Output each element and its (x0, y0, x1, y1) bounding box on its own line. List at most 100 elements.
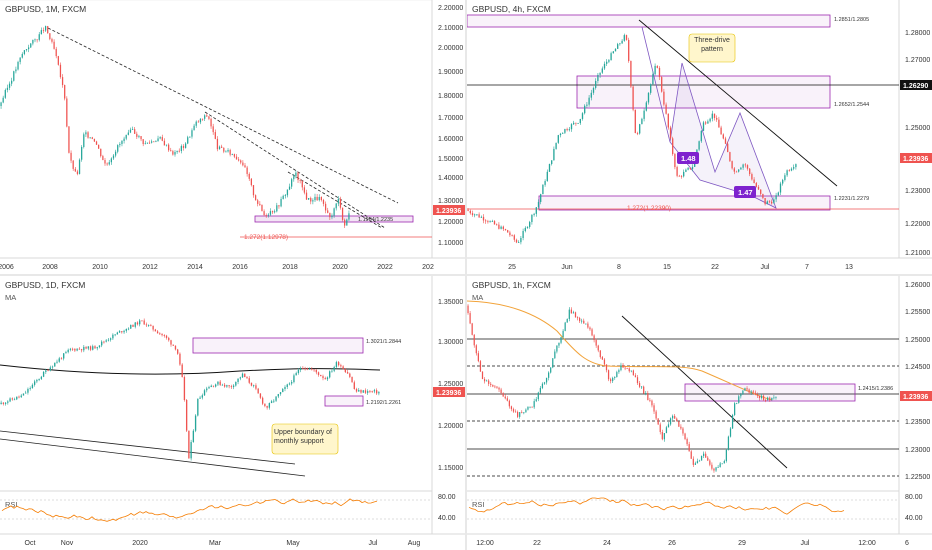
candle-body (773, 199, 775, 204)
candle-body (469, 313, 471, 324)
chart-panel-monthly[interactable]: GBPUSD, 1M, FXCM 1.1904/1.2235 1.272(1.1… (0, 0, 465, 274)
candle-body (60, 358, 63, 360)
chart-panel-4h[interactable]: GBPUSD, 4h, FXCM 1.2851/1.2805 1.2652/1.… (467, 0, 932, 274)
candle-body (140, 136, 142, 140)
candle-body (320, 374, 322, 377)
candle-body (588, 97, 590, 105)
candle-body (68, 126, 70, 153)
candle-body (599, 350, 601, 358)
candle-body (93, 138, 96, 142)
candle-body (284, 386, 286, 390)
candle-body (767, 397, 769, 401)
candle-body (286, 189, 289, 196)
candle-body (92, 346, 94, 350)
candle-body (64, 85, 66, 99)
candle-body (351, 376, 353, 383)
candle-body (279, 392, 282, 395)
chart-panel-daily[interactable]: GBPUSD, 1D, FXCM MA 1.3021/1.2844 1.2192… (0, 276, 465, 550)
x-tick-label: 22 (533, 540, 541, 547)
candle-body (238, 159, 240, 161)
candle-body (545, 377, 548, 383)
candle-body (107, 339, 110, 341)
candle-body (29, 388, 31, 389)
y-tick-label: 1.21000 (905, 250, 930, 257)
candle-body (548, 372, 550, 378)
candle-body (286, 384, 288, 387)
candle-body (19, 57, 21, 62)
price-axis: 1.260001.255001.250001.245001.240001.235… (905, 282, 930, 481)
candle-body (619, 43, 621, 45)
candle-body (658, 67, 661, 78)
candle-body (566, 129, 568, 131)
candle-body (282, 195, 284, 199)
annotation-callout (688, 33, 736, 63)
chart-svg[interactable]: GBPUSD, 4h, FXCM 1.2851/1.2805 1.2652/1.… (467, 0, 932, 274)
x-tick-label: 24 (603, 540, 611, 547)
candle-body (676, 418, 678, 422)
candle-body (746, 165, 749, 169)
candle-body (214, 132, 216, 139)
y-tick-label: 1.20000 (438, 423, 463, 430)
chart-panel-1h[interactable]: GBPUSD, 1h, FXCM MA 1.2415/1.2386 RSI 80… (467, 276, 932, 550)
candle-body (742, 390, 744, 395)
chart-title: GBPUSD, 1D, FXCM (5, 280, 85, 290)
candle-body (686, 438, 688, 445)
x-tick-label: 2006 (0, 264, 14, 271)
candle-body (219, 381, 221, 385)
candle-body (288, 383, 291, 385)
candle-body (720, 127, 722, 135)
candle-body (786, 170, 788, 176)
candle-body (546, 171, 548, 182)
chart-svg[interactable]: GBPUSD, 1D, FXCM MA 1.3021/1.2844 1.2192… (0, 276, 465, 550)
candle-body (612, 51, 614, 54)
candle-body (533, 213, 535, 215)
candle-body (669, 127, 672, 139)
candle-body (557, 135, 559, 143)
candle-body (185, 400, 188, 431)
candle-body (199, 118, 202, 123)
price-tag-text: 1.23936 (436, 208, 461, 215)
candle-body (482, 216, 485, 221)
candle-body (485, 220, 487, 222)
candle-body (610, 53, 612, 61)
candle-body (492, 384, 494, 387)
x-tick-label: Nov (61, 540, 74, 547)
candle-body (172, 344, 174, 346)
candle-body (206, 388, 208, 391)
candle-body (89, 137, 91, 139)
candle-body (302, 368, 304, 370)
candle-body (194, 415, 197, 431)
candle-body (320, 196, 322, 200)
candle-body (579, 118, 581, 124)
y-tick-label: 2.00000 (438, 45, 463, 52)
annotation-text: Three-drive pattern (694, 37, 730, 53)
candle-body (678, 175, 680, 177)
candle-body (193, 125, 195, 131)
candle-body (755, 183, 757, 187)
candle-body (221, 146, 223, 148)
candle-body (147, 325, 150, 326)
y-tick-label: 1.60000 (438, 136, 463, 143)
candle-body (576, 317, 579, 319)
candle-body (225, 151, 227, 153)
candle-body (705, 453, 707, 458)
candle-body (723, 460, 725, 464)
candle-body (2, 402, 5, 404)
candle-body (58, 358, 60, 362)
candle-body (568, 309, 570, 319)
candle-body (566, 318, 568, 323)
candle-body (61, 77, 64, 86)
candle-body (510, 406, 513, 410)
candle-body (25, 392, 27, 394)
candle-body (235, 381, 237, 386)
candle-body (101, 341, 103, 346)
chart-svg[interactable]: GBPUSD, 1h, FXCM MA 1.2415/1.2386 RSI 80… (467, 276, 932, 550)
candle-body (6, 87, 9, 90)
candle-body (788, 170, 790, 172)
candle-body (570, 309, 572, 314)
candle-body (617, 44, 619, 49)
chart-svg[interactable]: GBPUSD, 1M, FXCM 1.1904/1.2235 1.272(1.1… (0, 0, 465, 274)
time-axis: 2006 2008 2010 2012 2014 2016 2018 2020 2022 202 (0, 264, 434, 271)
candle-body (577, 123, 579, 124)
candle-body (70, 152, 72, 161)
